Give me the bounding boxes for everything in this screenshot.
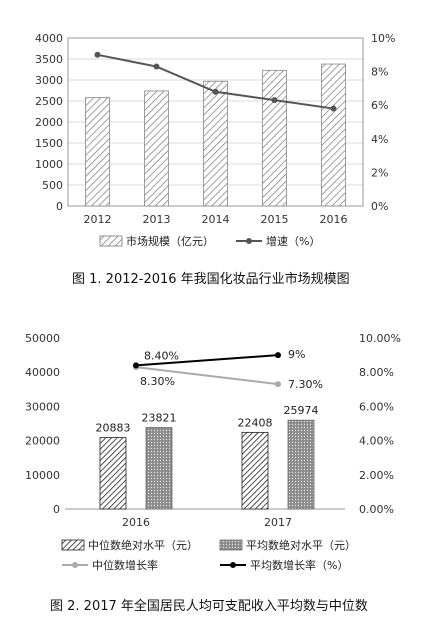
chart1-y-right-tick: 2%	[371, 166, 388, 179]
chart2-bars: 20883 22408 23821 25974	[96, 404, 319, 510]
chart2-bar-label: 22408	[238, 416, 273, 429]
chart1-x-tick: 2016	[320, 213, 348, 226]
chart2-y-right-tick: 10.00%	[359, 332, 401, 345]
chart1-y-left-tick: 3500	[35, 53, 63, 66]
chart2-y-left-tick: 50000	[25, 332, 60, 345]
income-chart: 0 10000 20000 30000 40000 50000 0.00% 2.00% 4.0…	[25, 332, 401, 614]
chart1-y-left-tick: 1000	[35, 158, 63, 171]
chart1-y-left-tick: 1500	[35, 137, 63, 150]
chart1-y-left-tick: 2000	[35, 116, 63, 129]
chart2-y-right-tick: 4.00%	[359, 435, 394, 448]
chart1-bar	[203, 80, 228, 207]
chart1-y-left-ticks: 0 500 1000 1500 2000 2500 3000 3500 4000	[35, 32, 63, 213]
chart1-y-left-tick: 0	[56, 200, 63, 213]
chart1-x-ticks: 2012 2013 2014 2015 2016	[84, 213, 348, 226]
chart2-growth-point	[275, 352, 281, 359]
chart2-growth-polyline	[135, 354, 279, 367]
chart2-bar	[241, 431, 269, 510]
chart2-line-label: 7.30%	[288, 378, 323, 391]
chart2-bar	[145, 427, 173, 510]
legend-swatch-mean-level	[219, 539, 243, 551]
chart1-x-tick: 2014	[202, 213, 230, 226]
chart1-x-tick: 2015	[261, 213, 289, 226]
chart2-y-right-tick: 8.00%	[359, 366, 394, 379]
legend-label-mean-growth: 平均数增长率（%）	[250, 558, 348, 572]
chart1-bar	[262, 69, 287, 207]
chart1-y-left-tick: 500	[42, 179, 63, 192]
chart2-x-ticks: 2016 2017	[122, 516, 292, 529]
chart1-y-right-tick: 0%	[371, 200, 388, 213]
chart1-y-right-tick: 8%	[371, 66, 388, 79]
chart2-y-right-tick: 0.00%	[359, 503, 394, 516]
chart2-y-left-tick: 10000	[25, 469, 60, 482]
legend-swatch-median-level	[61, 539, 85, 551]
chart1-growth-point	[153, 63, 160, 70]
chart2-y-left-tick: 40000	[25, 366, 60, 379]
chart2-y-right-tick: 6.00%	[359, 400, 394, 413]
chart1-caption: 图 1. 2012-2016 年我国化妆品行业市场规模图	[72, 271, 350, 287]
chart2-growth-lines: 8.40% 8.30% 9% 7.30%	[133, 348, 323, 391]
chart2-growth-polyline	[135, 366, 279, 386]
chart2-y-right-tick: 2.00%	[359, 469, 394, 482]
chart2-y-left-tick: 30000	[25, 400, 60, 413]
chart2-growth-point	[275, 381, 281, 388]
chart2-line-label: 8.30%	[140, 375, 175, 388]
chart2-line-label: 8.40%	[144, 349, 179, 362]
chart2-bar	[287, 419, 315, 510]
chart2-caption: 图 2. 2017 年全国居民人均可支配收入平均数与中位数	[50, 598, 368, 614]
chart1-y-right-tick: 4%	[371, 133, 388, 146]
legend-label-growth: 增速（%）	[266, 234, 320, 248]
chart1-growth-point	[271, 97, 278, 104]
chart1-growth-point	[330, 105, 337, 112]
legend-swatch-market-size	[99, 235, 123, 247]
chart1-y-right-tick: 6%	[371, 99, 388, 112]
chart2-x-tick: 2017	[264, 516, 292, 529]
chart1-bar	[321, 63, 346, 207]
chart1-growth-point	[212, 88, 219, 95]
chart1-bar	[144, 90, 169, 207]
chart2-growth-point	[133, 362, 139, 369]
chart2-y-left-tick: 20000	[25, 435, 60, 448]
chart1-y-left-tick: 3000	[35, 74, 63, 87]
chart2-bar-label: 23821	[142, 412, 177, 425]
chart2-x-tick: 2016	[122, 516, 150, 529]
chart2-y-left-tick: 0	[53, 503, 60, 516]
legend-label-median-growth: 中位数增长率	[92, 558, 158, 572]
chart1-y-left-tick: 2500	[35, 95, 63, 108]
chart1-growth-point	[94, 51, 101, 58]
legend-label-median-level: 中位数绝对水平（元）	[88, 538, 198, 552]
chart1-y-left-tick: 4000	[35, 32, 63, 45]
chart1-bar	[85, 97, 110, 207]
chart2-bar-label: 25974	[284, 404, 319, 417]
chart1-growth-line	[94, 51, 337, 112]
chart2-y-right-ticks: 0.00% 2.00% 4.00% 6.00% 8.00% 10.00%	[359, 332, 401, 516]
chart2-line-label: 9%	[288, 348, 305, 361]
chart1-bars	[85, 63, 346, 207]
market-size-chart: 0 500 1000 1500 2000 2500 3000 3500 4000 0% 2% 4% 6…	[35, 32, 395, 287]
chart1-y-right-tick: 10%	[371, 32, 395, 45]
chart1-y-right-ticks: 0% 2% 4% 6% 8% 10%	[371, 32, 395, 213]
chart1-x-tick: 2012	[84, 213, 112, 226]
chart2-bar	[99, 437, 127, 510]
chart2-bar-label: 20883	[96, 422, 131, 435]
legend-label-mean-level: 平均数绝对水平（元）	[246, 538, 356, 552]
legend-label-market-size: 市场规模（亿元）	[126, 234, 214, 248]
chart1-x-tick: 2013	[143, 213, 171, 226]
chart2-y-left-ticks: 0 10000 20000 30000 40000 50000	[25, 332, 60, 516]
